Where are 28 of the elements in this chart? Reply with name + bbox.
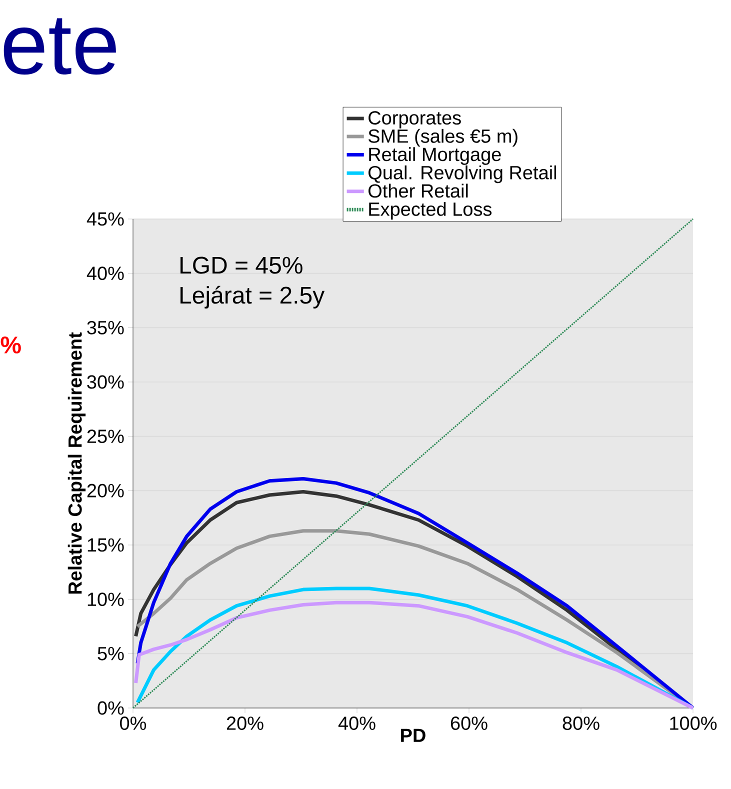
x-tick-label: 40% — [338, 716, 376, 730]
legend-label: Other Retail — [368, 184, 468, 198]
annotation: LGD = 45% — [180, 256, 302, 274]
text: % — [0, 336, 21, 354]
y-tick-label: 20% — [87, 484, 124, 498]
y-tick-label: 35% — [87, 320, 124, 334]
y-tick-label: 25% — [87, 430, 124, 444]
annotation: Lejárat = 2.5y — [180, 286, 325, 309]
x-tick-label: 0% — [120, 716, 146, 730]
y-tick-label: 0% — [98, 701, 124, 715]
y-tick-label: 5% — [98, 646, 124, 660]
y-tick-label: 10% — [88, 592, 124, 606]
y-tick-label: 45% — [86, 212, 124, 226]
y-tick-label: 40% — [86, 266, 124, 280]
x-tick-label: 100% — [670, 716, 717, 730]
y-tick-label: 30% — [87, 375, 124, 389]
legend-label: Expected Loss — [369, 202, 492, 220]
x-tick-label: 60% — [450, 716, 488, 730]
y-axis-title: Relative Capital Requirement — [68, 332, 86, 594]
legend-label: Qual. Revolving Retail — [368, 165, 556, 184]
legend-label: SME (sales €5 m) — [368, 128, 518, 147]
x-axis-title: PD — [401, 728, 426, 742]
chart-title: ete — [4, 18, 116, 75]
x-tick-label: 80% — [562, 716, 600, 730]
legend-label: Corporates — [368, 111, 461, 128]
legend-label: Retail Mortgage — [369, 147, 501, 165]
y-tick-label: 15% — [88, 538, 124, 552]
x-tick-label: 20% — [226, 716, 264, 730]
